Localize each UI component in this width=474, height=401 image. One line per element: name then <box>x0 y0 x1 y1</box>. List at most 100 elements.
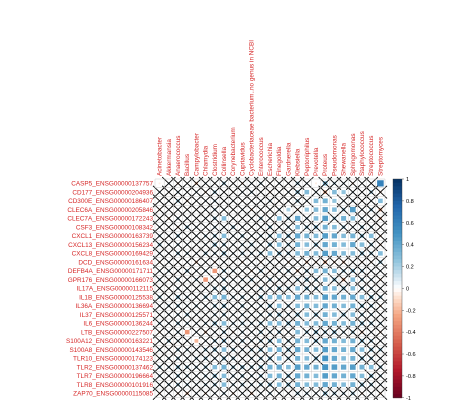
heatmap-cell <box>331 364 338 370</box>
row-label: ZAP70_ENSG00000115085 <box>73 391 153 398</box>
heatmap-cell <box>276 242 282 247</box>
heatmap-cell <box>322 382 328 388</box>
column-label: Enterococcus <box>258 137 265 176</box>
heatmap-cell <box>276 364 282 370</box>
colorbar-tick-label: 0.2 <box>406 265 414 271</box>
heatmap-cell <box>276 382 282 387</box>
row-label: CD300E_ENSG00000186407 <box>68 198 153 205</box>
heatmap-cell <box>276 321 282 326</box>
heatmap-cell <box>294 294 301 300</box>
heatmap-cell <box>341 373 347 379</box>
heatmap-cell <box>332 207 337 212</box>
column-label: Acinetobacter <box>157 136 164 176</box>
heatmap-cell <box>295 286 300 291</box>
colorbar-tick-label: 0.8 <box>406 199 414 205</box>
heatmap-cell <box>313 382 319 387</box>
heatmap-cell <box>313 373 319 379</box>
column-label: Corynebacterium <box>230 127 237 176</box>
column-label: Proteus <box>322 154 329 176</box>
heatmap-cell <box>350 277 356 282</box>
column-label: Peptoniphilus <box>304 138 311 176</box>
colorbar-segment <box>393 313 402 318</box>
colorbar-segment <box>393 292 402 297</box>
colorbar-segment <box>393 299 402 304</box>
row-labels: CASP5_ENSG00000137757CD177_ENSG000002049… <box>66 181 154 398</box>
column-label: Akkermansia <box>166 139 173 176</box>
heatmap-cell <box>341 233 346 239</box>
colorbar-segment <box>393 302 402 308</box>
heatmap-cell <box>341 356 346 361</box>
row-label: CXCL8_ENSG00000169429 <box>72 251 154 258</box>
heatmap-cell <box>350 338 356 344</box>
heatmap-cell <box>341 382 346 387</box>
column-label: Sphingomonas <box>350 133 357 176</box>
heatmap-cell <box>295 338 301 344</box>
heatmap-cell <box>350 216 356 221</box>
colorbar-segment <box>393 240 402 246</box>
row-label: DCD_ENSG00000161634 <box>78 259 153 266</box>
heatmap-cell <box>221 233 227 239</box>
row-label: LTB_ENSG00000227507 <box>81 329 153 336</box>
heatmap-cell <box>286 364 291 370</box>
heatmap-cell <box>221 216 227 221</box>
colorbar-segment <box>393 197 402 202</box>
heatmap-cell <box>221 347 227 352</box>
heatmap-cell <box>350 373 356 379</box>
heatmap-cell <box>294 373 301 379</box>
colorbar-segment <box>393 237 402 242</box>
column-label: Clostridium <box>212 144 219 176</box>
heatmap-cell <box>322 233 329 239</box>
colorbar-tick-label: 1 <box>406 177 409 183</box>
heatmap-cell <box>304 321 310 326</box>
heatmap-cell <box>313 216 319 221</box>
colorbar-segment <box>393 277 402 282</box>
heatmap-cell <box>304 373 310 379</box>
heatmap-cell <box>276 347 282 352</box>
colorbar-segment <box>393 375 402 380</box>
row-label: CXCL13_ENSG00000156234 <box>68 242 153 249</box>
heatmap-cell <box>368 233 374 239</box>
column-label: Streptococcus <box>368 136 375 177</box>
heatmap-cell <box>332 189 337 195</box>
heatmap-cell <box>341 251 346 256</box>
heatmap-cell <box>331 320 337 326</box>
heatmap-cell <box>276 356 282 361</box>
heatmap-cell <box>304 382 310 387</box>
heatmap-cell <box>313 207 319 212</box>
heatmap-cell <box>332 198 337 203</box>
heatmap-cell <box>359 294 365 300</box>
heatmap-cell <box>350 347 356 353</box>
heatmap-cell <box>304 233 310 239</box>
heatmap-cell <box>221 364 227 370</box>
heatmap-cell <box>221 373 227 379</box>
heatmap-cell <box>267 294 273 300</box>
heatmap-cell <box>212 294 218 300</box>
column-label: Campylobacter <box>193 132 200 176</box>
heatmap-cell <box>304 364 310 370</box>
column-label: Cyclobacteriaceae bacterium..no genus in… <box>249 40 256 176</box>
column-label: Pseudomonas <box>331 135 338 176</box>
colorbar-segment <box>393 317 402 322</box>
heatmap-cell <box>322 250 329 257</box>
heatmap-cell <box>350 242 356 248</box>
heatmap-cell <box>378 198 383 204</box>
heatmap-cell <box>341 294 347 300</box>
heatmap-cell <box>350 294 356 300</box>
colorbar-segment <box>393 335 402 340</box>
heatmap-cell <box>322 268 328 274</box>
row-label: IL36A_ENSG00000136694 <box>76 303 154 310</box>
heatmap-cell <box>349 206 356 213</box>
heatmap-cell <box>350 312 356 317</box>
heatmap-cell <box>341 190 346 195</box>
heatmap-cell <box>322 242 328 248</box>
row-label: DEFB4A_ENSG00000171711 <box>68 268 154 275</box>
column-label: Chlamydia <box>203 145 210 176</box>
heatmap-cell <box>304 250 310 256</box>
heatmap-cell <box>286 207 291 212</box>
column-label: Streptomyces <box>377 137 384 176</box>
colorbar-tick-label: -0.8 <box>406 374 416 380</box>
heatmap-cell <box>350 233 356 239</box>
row-label: IL1B_ENSG00000125538 <box>79 294 153 301</box>
heatmap-cell <box>267 364 273 370</box>
colorbar-segment <box>393 372 402 377</box>
